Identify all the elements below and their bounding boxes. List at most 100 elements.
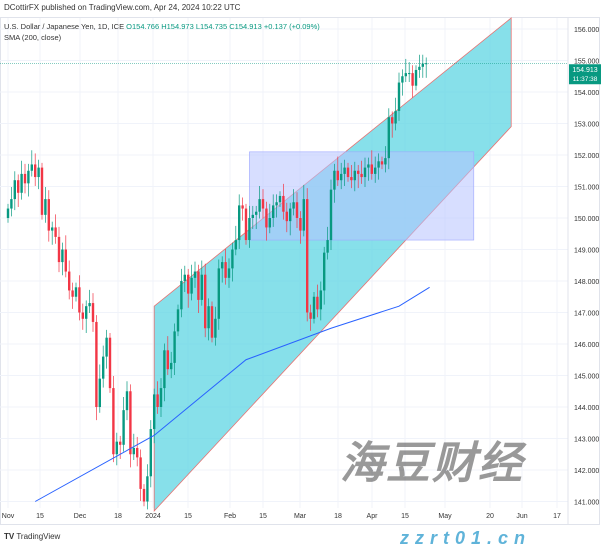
candle-body (47, 199, 50, 231)
candle-body (408, 73, 411, 75)
y-tick-label: 153.000 (574, 122, 599, 129)
candle-body (156, 394, 159, 407)
candle-body (418, 66, 421, 70)
x-tick-label: 15 (401, 513, 409, 520)
candle-body (119, 441, 122, 445)
candle-body (350, 177, 353, 181)
candle-body (312, 296, 316, 319)
candle-body (88, 303, 91, 307)
candle-body (180, 281, 183, 310)
candle-body (204, 274, 207, 329)
candle-body (91, 303, 95, 322)
symbol-legend: U.S. Dollar / Japanese Yen, 1D, ICE O154… (4, 22, 320, 31)
candle-body (6, 208, 10, 218)
candle-body (377, 161, 380, 168)
watermark-cn: 海豆财经 (340, 439, 524, 488)
candle-body (234, 240, 237, 250)
candle-body (30, 164, 33, 171)
candle-body (40, 167, 44, 215)
x-tick-label: Mar (294, 513, 307, 520)
candle-body (391, 117, 394, 124)
candle-body (241, 205, 244, 209)
y-tick-label: 145.000 (574, 374, 599, 381)
high-value: H154.973 (161, 22, 194, 31)
y-tick-label: 148.000 (574, 279, 599, 286)
candle-body (108, 337, 112, 389)
candle-body (268, 218, 271, 228)
candle-body (68, 271, 71, 291)
candle-body (380, 161, 384, 165)
candle-body (176, 309, 180, 332)
candle-body (61, 249, 64, 263)
candle-body (295, 202, 299, 218)
sma-line (34, 286, 430, 502)
candle-body (27, 170, 30, 184)
tradingview-logo-icon: TV (4, 532, 15, 541)
candle-body (170, 362, 173, 370)
x-tick-label: Apr (367, 513, 379, 520)
open-value: O154.766 (126, 22, 160, 31)
candle-body (414, 69, 418, 86)
candle-body (343, 167, 346, 174)
chart-frame (0, 17, 600, 525)
y-tick-label: 155.000 (574, 59, 599, 66)
candle-body (34, 164, 37, 178)
candle-body (54, 227, 57, 237)
candle-body (210, 306, 214, 338)
candle-body (387, 117, 390, 159)
candle-body (85, 306, 88, 319)
candle-body (95, 321, 98, 407)
candle-body (306, 199, 309, 313)
x-tick-label: Feb (224, 513, 236, 520)
low-value: L154.735 (195, 22, 228, 31)
countdown-label: 11:37:38 (573, 76, 598, 83)
x-tick-label: 17 (553, 513, 561, 520)
candle-body (353, 170, 356, 181)
x-tick-label: Jun (516, 513, 527, 520)
y-tick-label: 142.000 (574, 468, 599, 475)
candle-body (221, 262, 224, 269)
y-tick-label: 156.000 (574, 27, 599, 34)
candle-body (285, 211, 288, 222)
candle-body (149, 429, 152, 477)
candle-body (13, 180, 16, 200)
y-tick-label: 149.000 (574, 248, 599, 255)
x-tick-label: 15 (259, 513, 267, 520)
x-tick-label: 15 (184, 513, 192, 520)
symbol-name: U.S. Dollar / Japanese Yen, 1D, ICE (4, 22, 125, 31)
candle-body (142, 488, 146, 502)
candle-body (122, 410, 125, 445)
last-price-badge (569, 64, 601, 85)
candle-body (173, 331, 176, 363)
candle-body (78, 287, 81, 313)
y-tick-label: 144.000 (574, 405, 599, 412)
candle-body (159, 388, 163, 407)
y-tick-label: 152.000 (574, 153, 599, 160)
candle-body (37, 167, 40, 178)
candle-body (272, 205, 275, 218)
candle-body (187, 274, 190, 294)
candle-body (23, 173, 27, 184)
candle-body (125, 391, 129, 411)
candle-body (289, 208, 292, 222)
indicator-legend[interactable]: SMA (200, close) (4, 33, 62, 42)
candle-body (261, 199, 265, 209)
candle-body (200, 274, 203, 300)
x-tick-label: 18 (114, 513, 122, 520)
last-price-label: 154.913 (572, 67, 597, 74)
x-tick-label: 15 (36, 513, 44, 520)
candle-body (401, 76, 404, 83)
candle-body (421, 63, 424, 67)
candle-body (363, 167, 367, 178)
candle-body (238, 205, 241, 241)
y-tick-label: 143.000 (574, 437, 599, 444)
x-tick-label: May (438, 513, 452, 520)
published-note: DCottirFX published on TradingView.com, … (4, 3, 241, 12)
candle-body (374, 167, 377, 174)
y-tick-label: 147.000 (574, 311, 599, 318)
candle-body (71, 290, 74, 297)
candle-body (411, 73, 414, 86)
candle-body (129, 391, 132, 455)
candle-body (10, 199, 13, 209)
